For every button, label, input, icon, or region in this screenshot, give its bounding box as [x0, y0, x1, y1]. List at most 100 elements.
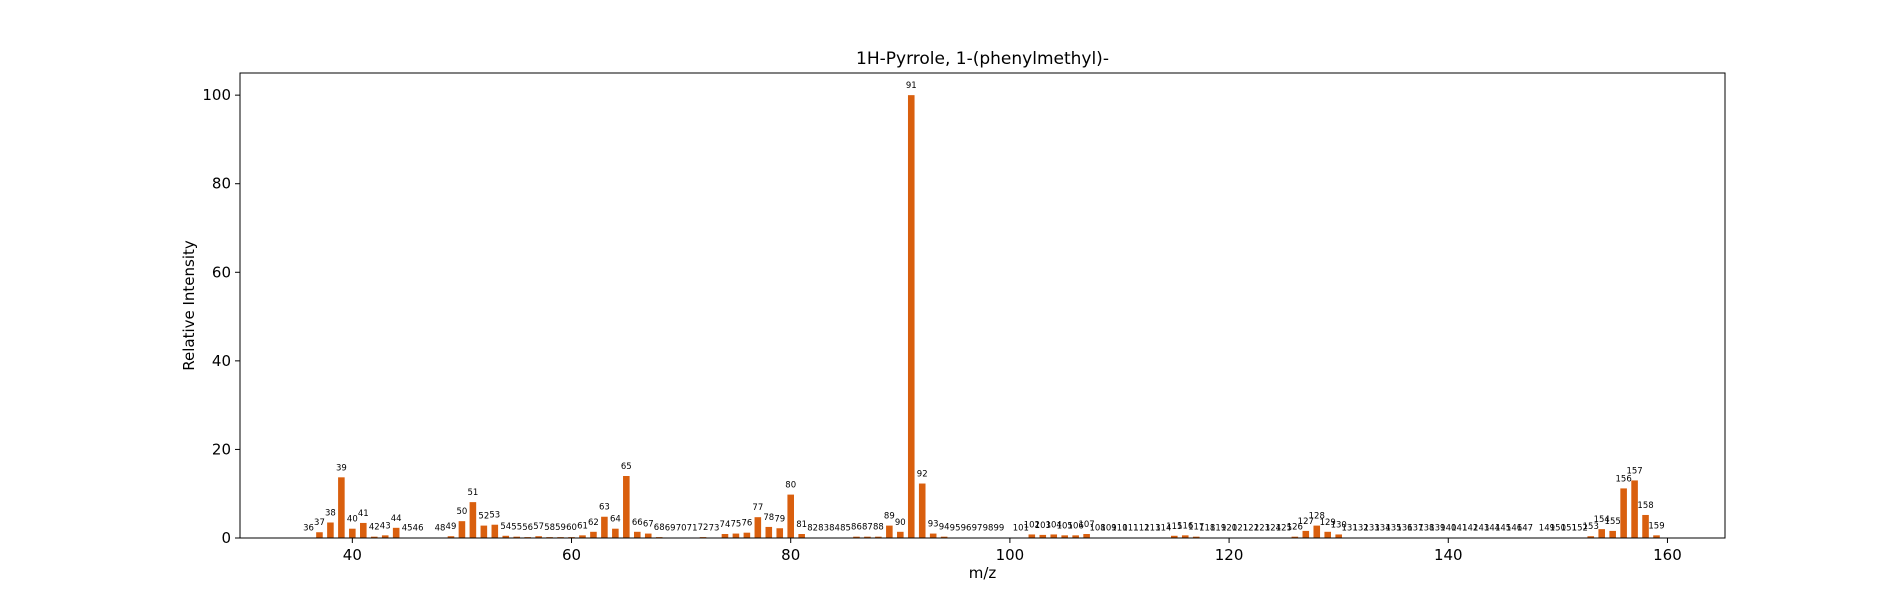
bar: [623, 476, 630, 538]
bar-label: 56: [522, 523, 533, 533]
bar-label: 58: [544, 523, 555, 533]
bar-label: 146: [1506, 524, 1522, 534]
bars-layer: [305, 95, 1660, 539]
bar: [644, 533, 652, 538]
bar-label: 139: [1429, 524, 1445, 534]
bar-label: 121: [1232, 524, 1248, 534]
bar: [458, 521, 466, 538]
bar-label: 122: [1243, 524, 1259, 534]
bar: [316, 532, 323, 538]
plot-frame: [239, 72, 1726, 539]
bar-label: 155: [1605, 517, 1621, 527]
bar-label: 76: [741, 519, 752, 529]
bar-label: 88: [873, 523, 884, 533]
bar: [513, 536, 521, 538]
bar-label: 98: [983, 524, 994, 534]
bar: [743, 532, 751, 538]
bar: [338, 477, 345, 538]
bar-label: 125: [1276, 524, 1292, 534]
bar-label: 132: [1352, 524, 1368, 534]
bar-label: 102: [1024, 520, 1040, 530]
bar: [918, 483, 926, 538]
bar-label: 116: [1177, 521, 1193, 531]
bar: [590, 531, 597, 538]
bar-label: 135: [1385, 524, 1401, 534]
bar-label: 144: [1484, 524, 1500, 534]
bar-label: 71: [687, 524, 698, 534]
bar-label: 106: [1068, 521, 1084, 531]
bar-label: 154: [1594, 515, 1610, 525]
bar-label: 128: [1309, 512, 1325, 522]
bar: [491, 524, 499, 538]
bar: [754, 517, 762, 538]
bar: [1039, 534, 1047, 538]
bar: [1061, 535, 1068, 538]
bar: [1302, 530, 1310, 538]
bar: [1324, 531, 1332, 538]
bar-label: 118: [1199, 524, 1215, 534]
y-tick-label: 40: [212, 352, 231, 370]
y-axis-label: Relative Intensity: [180, 240, 198, 371]
bar-label: 48: [435, 524, 446, 534]
bar: [1083, 534, 1090, 538]
bar: [1072, 535, 1079, 538]
bar: [1192, 536, 1200, 538]
bar: [864, 536, 871, 538]
bar-label: 63: [599, 503, 610, 513]
y-tick-label: 80: [212, 175, 231, 193]
bar: [1028, 534, 1036, 538]
bar-label: 99: [994, 524, 1005, 534]
bar-label: 147: [1517, 524, 1533, 534]
bar: [875, 536, 882, 538]
bar-label: 91: [906, 81, 917, 91]
bar-label: 79: [774, 514, 785, 524]
y-axis: 0 20 40 60 80 100: [202, 86, 240, 547]
y-tick-label: 100: [202, 86, 231, 104]
bar-label: 89: [884, 512, 895, 522]
bar: [886, 525, 893, 538]
bar-label: 38: [325, 509, 336, 519]
bar-label: 36: [303, 524, 314, 534]
bar: [1171, 535, 1178, 538]
bar-label: 114: [1155, 524, 1171, 534]
bar-label: 110: [1111, 524, 1127, 534]
bar-label: 149: [1539, 524, 1555, 534]
bar: [381, 535, 389, 538]
bar: [721, 534, 729, 538]
bar-label: 133: [1363, 524, 1379, 534]
x-tick-label: 80: [781, 546, 800, 564]
bar-label: 92: [917, 470, 928, 480]
bar-label: 156: [1616, 474, 1632, 484]
bar-label: 72: [698, 523, 709, 533]
bar-label: 64: [610, 515, 621, 525]
bar-label: 159: [1648, 521, 1664, 531]
bar: [1598, 529, 1605, 538]
bar: [776, 528, 784, 538]
y-tick-label: 20: [212, 440, 231, 458]
bar-label: 126: [1287, 523, 1303, 533]
bar-label: 141: [1451, 524, 1467, 534]
bar: [360, 522, 367, 538]
bar: [327, 522, 334, 538]
bar-label: 109: [1100, 524, 1116, 534]
bar-label: 69: [665, 524, 676, 534]
bar-label: 81: [796, 520, 807, 530]
bar-label: 84: [829, 524, 840, 534]
bar-label: 37: [314, 518, 325, 528]
bar-label: 65: [621, 462, 632, 472]
bar: [601, 516, 608, 538]
bar-label: 142: [1462, 524, 1478, 534]
bar-label: 112: [1133, 524, 1149, 534]
bar-label: 153: [1583, 522, 1599, 532]
bar-label: 127: [1298, 517, 1314, 527]
bar: [897, 531, 904, 538]
bar-label: 123: [1254, 524, 1270, 534]
bar-label: 108: [1089, 524, 1105, 534]
bar-label: 130: [1331, 520, 1347, 530]
bar-label: 44: [391, 514, 402, 524]
bar-label: 40: [347, 515, 358, 525]
bar: [370, 536, 378, 538]
bar-label: 68: [654, 523, 665, 533]
bar: [1050, 534, 1058, 538]
